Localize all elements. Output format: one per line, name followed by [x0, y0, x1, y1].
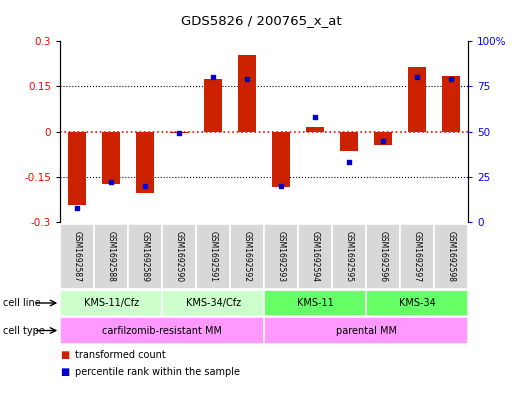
Text: KMS-11: KMS-11	[297, 298, 334, 308]
Text: ■: ■	[60, 367, 70, 377]
Bar	[306, 127, 324, 132]
Point	[447, 76, 456, 83]
Bar	[264, 317, 468, 344]
Text: transformed count: transformed count	[75, 350, 166, 360]
Bar	[264, 290, 366, 316]
Bar	[340, 132, 358, 151]
Text: GSM1692590: GSM1692590	[175, 231, 184, 282]
Point	[277, 183, 286, 189]
Point	[379, 138, 388, 144]
Bar	[434, 224, 468, 289]
Bar	[162, 224, 196, 289]
Point	[73, 204, 82, 211]
Bar	[366, 224, 400, 289]
Point	[175, 130, 184, 137]
Bar	[102, 132, 120, 184]
Bar	[94, 224, 128, 289]
Text: carfilzomib-resistant MM: carfilzomib-resistant MM	[102, 325, 222, 336]
Text: GSM1692594: GSM1692594	[311, 231, 320, 282]
Bar	[332, 224, 366, 289]
Text: GSM1692588: GSM1692588	[107, 231, 116, 282]
Point	[107, 179, 116, 185]
Text: parental MM: parental MM	[336, 325, 396, 336]
Bar	[408, 67, 426, 132]
Bar	[128, 224, 162, 289]
Bar	[68, 132, 86, 206]
Text: GSM1692598: GSM1692598	[447, 231, 456, 282]
Bar	[136, 132, 154, 193]
Bar	[170, 132, 188, 133]
Text: ■: ■	[60, 350, 70, 360]
Text: cell type: cell type	[3, 325, 44, 336]
Bar	[60, 224, 94, 289]
Point	[345, 159, 354, 165]
Text: GSM1692587: GSM1692587	[73, 231, 82, 282]
Bar	[204, 79, 222, 132]
Bar	[366, 290, 468, 316]
Point	[141, 183, 150, 189]
Text: cell line: cell line	[3, 298, 40, 308]
Bar	[272, 132, 290, 187]
Text: KMS-34: KMS-34	[399, 298, 436, 308]
Text: GSM1692591: GSM1692591	[209, 231, 218, 282]
Bar	[60, 317, 264, 344]
Bar	[238, 55, 256, 132]
Text: GSM1692596: GSM1692596	[379, 231, 388, 282]
Text: GSM1692593: GSM1692593	[277, 231, 286, 282]
Text: GSM1692589: GSM1692589	[141, 231, 150, 282]
Point	[413, 74, 422, 81]
Bar	[442, 76, 460, 132]
Text: GSM1692597: GSM1692597	[413, 231, 422, 282]
Bar	[230, 224, 264, 289]
Text: KMS-34/Cfz: KMS-34/Cfz	[186, 298, 241, 308]
Bar	[298, 224, 332, 289]
Bar	[162, 290, 264, 316]
Text: GSM1692592: GSM1692592	[243, 231, 252, 282]
Bar	[264, 224, 298, 289]
Text: GDS5826 / 200765_x_at: GDS5826 / 200765_x_at	[181, 14, 342, 27]
Point	[209, 74, 218, 81]
Text: KMS-11/Cfz: KMS-11/Cfz	[84, 298, 139, 308]
Bar	[374, 132, 392, 145]
Bar	[196, 224, 230, 289]
Text: GSM1692595: GSM1692595	[345, 231, 354, 282]
Point	[243, 76, 252, 83]
Bar	[60, 290, 162, 316]
Bar	[400, 224, 434, 289]
Text: percentile rank within the sample: percentile rank within the sample	[75, 367, 240, 377]
Point	[311, 114, 320, 120]
